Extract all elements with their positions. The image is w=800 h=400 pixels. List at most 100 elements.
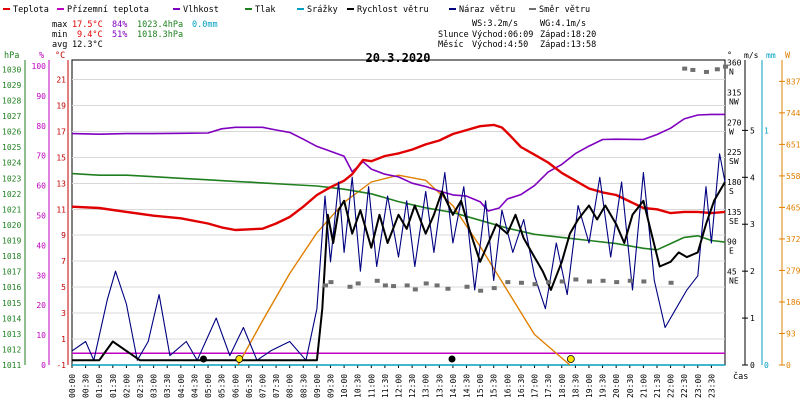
tick-label-degc: 19 (56, 101, 66, 110)
moon-label: Měsíc (438, 40, 464, 50)
stats-min-press: 1018.3hPa (137, 30, 183, 40)
sun-set-marker (566, 355, 575, 363)
wind-direction-point (518, 280, 524, 285)
axis-unit-mm: mm (766, 51, 776, 60)
tick-label-hpa: 1014 (2, 314, 21, 323)
wind-direction-point (627, 278, 633, 283)
tick-label-x: 05:00 (204, 374, 213, 398)
tick-label-pct: 40 (36, 241, 46, 250)
tick-label-pct: 60 (36, 182, 46, 191)
tick-label-x: 14:30 (463, 374, 472, 398)
tick-label-w: 186 (786, 298, 800, 307)
wind-direction-point (404, 283, 410, 288)
stats-max-press: 1023.4hPa (137, 20, 183, 30)
tick-label-x: 21:00 (639, 374, 648, 398)
wind-ws: WS:3.2m/s (472, 19, 518, 29)
stats-max-hum: 84% (112, 20, 127, 30)
moon-set: Západ:13:58 (540, 40, 596, 50)
tick-label-wdir-name: SW (729, 157, 739, 166)
tick-label-ms: 1 (750, 314, 755, 323)
sun-rise-marker (235, 355, 244, 363)
wind-direction-point (573, 277, 579, 282)
tick-label-pct: 0 (41, 361, 46, 370)
tick-label-mm: 0 (764, 361, 769, 370)
tick-label-w: 372 (786, 235, 800, 244)
tick-label-x: 15:30 (490, 374, 499, 398)
tick-label-wdir: 180 (727, 178, 742, 187)
tick-label-w: 93 (786, 329, 796, 338)
tick-label-x: 00:30 (82, 374, 91, 398)
tick-label-w: 744 (786, 109, 800, 118)
wind-direction-point (464, 284, 470, 289)
tick-label-x: 13:00 (422, 374, 431, 398)
axis-unit-deg: ° (727, 51, 732, 61)
wind-direction-point (445, 286, 451, 291)
tick-label-hpa: 1027 (2, 112, 21, 121)
sun-label: Slunce (438, 30, 469, 40)
wind-direction-point (690, 67, 696, 72)
tick-label-wdir-name: S (729, 187, 734, 196)
legend-label: Srážky (307, 5, 338, 15)
tick-label-wdir-name: SE (729, 217, 739, 226)
wind-wg: WG:4.1m/s (540, 19, 586, 29)
tick-label-degc: -1 (56, 361, 66, 370)
legend: Teplota Přízemní teplota Vlhkost Tlak Srážky… (3, 5, 590, 15)
plot-area: 1011101210131014101510161017101810191020… (2, 59, 800, 398)
tick-label-hpa: 1028 (2, 96, 21, 105)
tick-label-wdir-name: NW (729, 97, 739, 106)
tick-label-hpa: 1025 (2, 143, 21, 152)
tick-label-x: 10:30 (354, 374, 363, 398)
tick-label-degc: 5 (61, 283, 66, 292)
tick-label-x: 16:30 (517, 374, 526, 398)
legend-label: Rychlost větru (357, 5, 429, 15)
tick-label-degc: 13 (56, 179, 66, 188)
stats-max-rain: 0.0mm (192, 20, 218, 30)
tick-label-hpa: 1018 (2, 252, 21, 261)
tick-label-x: 15:00 (476, 374, 485, 398)
tick-label-hpa: 1021 (2, 205, 21, 214)
series-wind-speed (72, 181, 726, 362)
tick-label-x: 19:30 (599, 374, 608, 398)
wind-direction-point (682, 66, 688, 71)
tick-label-x: 09:00 (313, 374, 322, 398)
tick-label-x: 14:00 (449, 374, 458, 398)
stats-avg-label: avg (52, 40, 67, 50)
series-wind-gust (71, 153, 726, 361)
tick-label-x: 20:30 (626, 374, 635, 398)
tick-label-x: 23:30 (707, 374, 716, 398)
legend-label: Vlhkost (183, 5, 219, 15)
tick-label-ms: 4 (750, 173, 755, 182)
tick-label-x: 08:30 (299, 374, 308, 398)
tick-label-wdir: 225 (727, 148, 742, 157)
tick-label-hpa: 1011 (2, 361, 21, 370)
tick-label-pct: 80 (36, 122, 46, 131)
tick-label-w: 279 (786, 266, 800, 275)
series-temperature (71, 123, 726, 232)
tick-label-ms: 2 (750, 267, 755, 276)
tick-label-pct: 20 (36, 301, 46, 310)
tick-label-degc: 9 (61, 231, 66, 240)
wind-direction-point (714, 67, 720, 72)
legend-label: Náraz větru (459, 5, 515, 15)
tick-label-hpa: 1019 (2, 237, 21, 246)
tick-label-x: 16:00 (503, 374, 512, 398)
tick-label-hpa: 1030 (2, 65, 21, 74)
wind-direction-point (491, 286, 497, 291)
tick-label-hpa: 1012 (2, 345, 21, 354)
tick-label-hpa: 1029 (2, 81, 21, 90)
tick-label-x: 13:30 (435, 374, 444, 398)
tick-label-ms: 0 (750, 361, 755, 370)
axis-unit-ms: m/s (744, 51, 759, 60)
tick-label-x: 02:30 (136, 374, 145, 398)
legend-label: Teplota (13, 5, 49, 15)
tick-label-pct: 90 (36, 92, 46, 101)
tick-label-wdir: 135 (727, 208, 742, 217)
tick-label-x: 20:00 (612, 374, 621, 398)
tick-label-hpa: 1022 (2, 190, 21, 199)
tick-label-degc: 3 (61, 309, 66, 318)
tick-label-hpa: 1020 (2, 221, 21, 230)
tick-label-x: 12:00 (395, 374, 404, 398)
tick-label-ms: 3 (750, 220, 755, 229)
tick-label-wdir-name: NE (729, 276, 739, 285)
tick-label-x: 02:00 (122, 374, 131, 398)
